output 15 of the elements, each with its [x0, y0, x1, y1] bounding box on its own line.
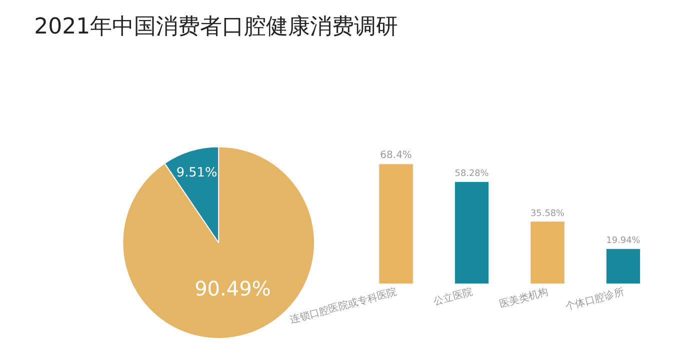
bar — [454, 181, 490, 284]
bar — [530, 221, 565, 284]
data-label: 19.94% — [606, 236, 640, 246]
data-label: 35.58% — [530, 208, 565, 219]
bar — [606, 248, 641, 284]
data-label: 58.28% — [454, 169, 489, 180]
x-tick-label: 医美类机构 — [498, 286, 550, 310]
data-label: 68.4% — [380, 150, 412, 161]
chart-title: 2021年中国消费者口腔健康消费调研 — [34, 14, 398, 40]
x-tick-label: 连锁口腔医院或专科医院 — [288, 286, 398, 326]
data-label: 90.49% — [194, 276, 271, 300]
x-tick-label: 个体口腔诊所 — [564, 286, 626, 313]
x-tick-label: 公立医院 — [432, 286, 474, 308]
bar — [378, 164, 414, 284]
data-label: 9.51% — [176, 165, 218, 180]
